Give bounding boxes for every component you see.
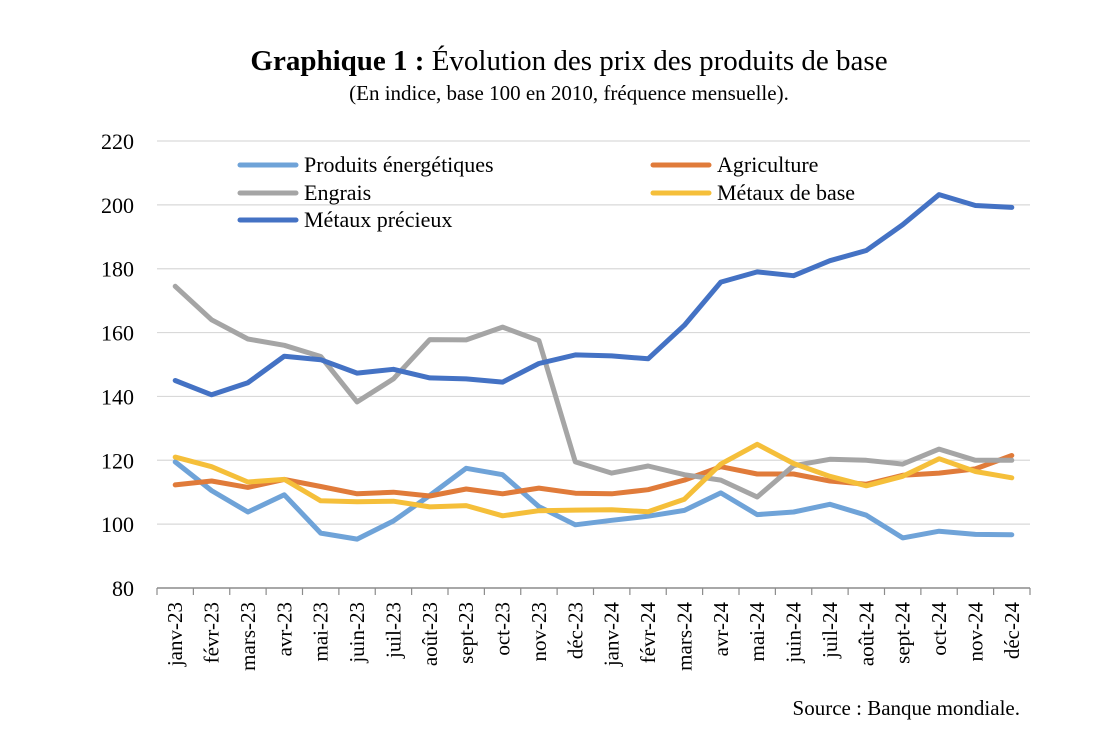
legend-item: Métaux précieux xyxy=(237,207,452,232)
x-axis: janv-23 févr-23 mars-23 avr-23 mai-23 juin-23… xyxy=(156,588,1031,671)
x-tick-label: juin-24 xyxy=(782,602,806,664)
y-tick-label: 160 xyxy=(101,321,134,346)
series-line-2 xyxy=(172,283,1015,500)
chart-title: Graphique 1 : Évolution des prix des pro… xyxy=(0,44,1116,78)
x-tick-label: mars-24 xyxy=(672,602,696,671)
x-tick-label: mars-23 xyxy=(236,602,260,671)
x-tick-label: août-23 xyxy=(418,602,442,666)
x-tick-label: nov-24 xyxy=(963,602,987,662)
legend-item: Métaux de base xyxy=(650,180,855,205)
x-tick-label: janv-24 xyxy=(600,602,624,668)
source-note: Source : Banque mondiale. xyxy=(792,696,1020,720)
y-tick-label: 80 xyxy=(112,576,134,601)
legend-item: Agriculture xyxy=(650,152,818,177)
y-tick-label: 220 xyxy=(101,129,134,154)
x-tick-label: mai-24 xyxy=(745,602,769,662)
x-tick-label: juil-23 xyxy=(381,602,405,659)
legend-label: Produits énergétiques xyxy=(304,152,494,177)
legend-label: Engrais xyxy=(304,180,371,205)
chart-title-number: Graphique 1 : xyxy=(250,45,425,77)
x-tick-label: févr-23 xyxy=(200,602,224,663)
y-tick-label: 140 xyxy=(101,384,134,409)
x-tick-label: sept-24 xyxy=(891,602,915,664)
y-tick-label: 180 xyxy=(101,257,134,282)
chart-subtitle: (En indice, base 100 en 2010, fréquence … xyxy=(349,81,789,105)
y-axis: 80 100 120 140 160 180 200 220 xyxy=(101,129,134,601)
x-tick-label: juin-23 xyxy=(345,602,369,664)
series-lines xyxy=(172,192,1015,542)
legend-label: Métaux de base xyxy=(717,180,855,205)
series-line-3 xyxy=(172,441,1015,519)
legend-item: Engrais xyxy=(237,180,371,205)
series-line-4 xyxy=(172,192,1015,398)
x-tick-label: déc-24 xyxy=(1000,602,1024,660)
x-tick-label: févr-24 xyxy=(636,602,660,664)
x-tick-label: oct-24 xyxy=(927,602,951,656)
x-tick-label: sept-23 xyxy=(454,602,478,664)
x-tick-label: avr-23 xyxy=(272,602,296,656)
y-tick-label: 120 xyxy=(101,448,134,473)
chart-title-text: Évolution des prix des produits de base xyxy=(431,45,888,77)
legend-item: Produits énergétiques xyxy=(237,152,494,177)
y-tick-label: 200 xyxy=(101,193,134,218)
x-tick-label: déc-23 xyxy=(563,602,587,659)
x-tick-label: nov-23 xyxy=(527,602,551,662)
legend-label: Métaux précieux xyxy=(304,207,452,232)
x-tick-label: mai-23 xyxy=(309,602,333,661)
x-tick-label: avr-24 xyxy=(709,602,733,657)
chart-title-block: Graphique 1 : Évolution des prix des pro… xyxy=(0,44,1116,105)
x-tick-label: oct-23 xyxy=(491,602,515,656)
series-line-0 xyxy=(172,459,1015,542)
x-tick-label: janv-23 xyxy=(163,602,187,667)
x-tick-label: juil-24 xyxy=(818,602,842,659)
x-tick-label: août-24 xyxy=(854,602,878,667)
legend-label: Agriculture xyxy=(717,152,818,177)
y-tick-label: 100 xyxy=(101,512,134,537)
